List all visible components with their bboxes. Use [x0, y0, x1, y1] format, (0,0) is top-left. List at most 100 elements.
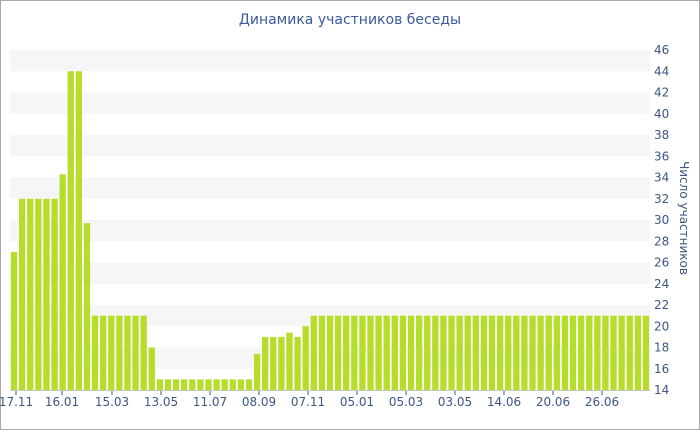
x-tick-label: 07.11: [291, 395, 325, 409]
x-tick-label: 08.09: [242, 395, 276, 409]
y-tick-label: 16: [654, 362, 669, 376]
bar: [124, 315, 131, 391]
bar: [626, 315, 633, 391]
bar: [245, 379, 253, 391]
bar: [262, 336, 269, 391]
y-tick-label: 30: [654, 213, 669, 227]
bar: [286, 332, 293, 391]
bars: [10, 71, 650, 391]
grid-bands: [10, 50, 650, 369]
y-tick-label: 24: [654, 277, 669, 291]
x-tick-label: 13.05: [144, 395, 178, 409]
bar: [480, 315, 488, 391]
bar: [634, 315, 642, 391]
x-tick-label: 05.03: [389, 395, 423, 409]
bar: [172, 379, 180, 391]
grid-band: [10, 220, 650, 242]
bar: [334, 315, 342, 391]
bar: [424, 315, 431, 391]
bar: [351, 315, 358, 391]
bar: [415, 315, 423, 391]
bar: [221, 379, 228, 391]
x-tick-label: 14.06: [487, 395, 521, 409]
x-axis-ticks: 17.11 16.01 15.03 13.05 11.07 08.09 07.11 05.01…: [0, 390, 619, 409]
x-tick-label: 26.06: [585, 395, 619, 409]
bar: [642, 315, 650, 391]
bar: [375, 315, 382, 391]
bar: [602, 315, 609, 391]
bar: [326, 315, 334, 391]
bar: [505, 315, 512, 391]
bar: [91, 315, 99, 391]
x-tick-label: 15.03: [95, 395, 129, 409]
bar: [253, 353, 261, 391]
y-axis-ticks: 14 16 18 20 22 24 26 28 30 32 34 36 38 40 42 44 46: [654, 43, 669, 397]
bar: [237, 379, 245, 391]
bar: [294, 336, 301, 391]
grid-band: [10, 50, 650, 72]
bar: [513, 315, 520, 391]
grid-band: [10, 262, 650, 284]
bar: [310, 315, 317, 391]
bar: [181, 379, 188, 391]
bar: [51, 198, 58, 390]
bar: [577, 315, 585, 391]
bar: [197, 379, 204, 391]
bar: [618, 315, 625, 391]
bar: [18, 198, 26, 390]
bar: [407, 315, 415, 391]
bar: [529, 315, 536, 391]
bar: [205, 379, 212, 391]
bar: [100, 315, 107, 391]
bar: [116, 315, 123, 391]
y-tick-label: 34: [654, 171, 669, 185]
x-tick-label: 03.05: [438, 395, 472, 409]
y-tick-label: 26: [654, 256, 669, 270]
bar: [456, 315, 463, 391]
y-axis-label: Число участников: [677, 161, 691, 275]
x-tick-label: 11.07: [193, 395, 227, 409]
grid-band: [10, 92, 650, 114]
y-tick-label: 14: [654, 383, 669, 397]
bar: [553, 315, 560, 391]
y-tick-label: 42: [654, 86, 669, 100]
bar: [27, 198, 34, 390]
bar: [391, 315, 398, 391]
x-tick-label: 05.01: [340, 395, 374, 409]
bar: [189, 379, 196, 391]
bar: [35, 198, 42, 390]
bar: [464, 315, 471, 391]
bar: [132, 315, 139, 391]
x-tick-label: 16.01: [45, 395, 79, 409]
bar: [569, 315, 577, 391]
bar: [367, 315, 374, 391]
bar: [610, 315, 617, 391]
bar: [586, 315, 593, 391]
bar: [537, 315, 544, 391]
y-tick-label: 44: [654, 64, 669, 78]
bar: [148, 347, 155, 390]
y-tick-label: 22: [654, 298, 669, 312]
bar: [10, 251, 18, 391]
chart-title: Динамика участников беседы: [238, 12, 462, 28]
bar: [383, 315, 390, 391]
bar: [318, 315, 326, 391]
grid-band: [10, 177, 650, 199]
bar: [140, 315, 147, 391]
y-tick-label: 36: [654, 149, 669, 163]
bar: [43, 198, 50, 390]
y-tick-label: 18: [654, 341, 669, 355]
bar: [156, 379, 164, 391]
bar: [343, 315, 350, 391]
bar: [594, 315, 601, 391]
y-tick-label: 20: [654, 319, 669, 333]
y-tick-label: 46: [654, 43, 669, 57]
y-tick-label: 28: [654, 234, 669, 248]
bar: [270, 336, 277, 391]
bar: [359, 315, 366, 391]
bar: [545, 315, 552, 391]
bar: [75, 71, 83, 390]
y-tick-label: 38: [654, 128, 669, 142]
bar: [164, 379, 172, 391]
